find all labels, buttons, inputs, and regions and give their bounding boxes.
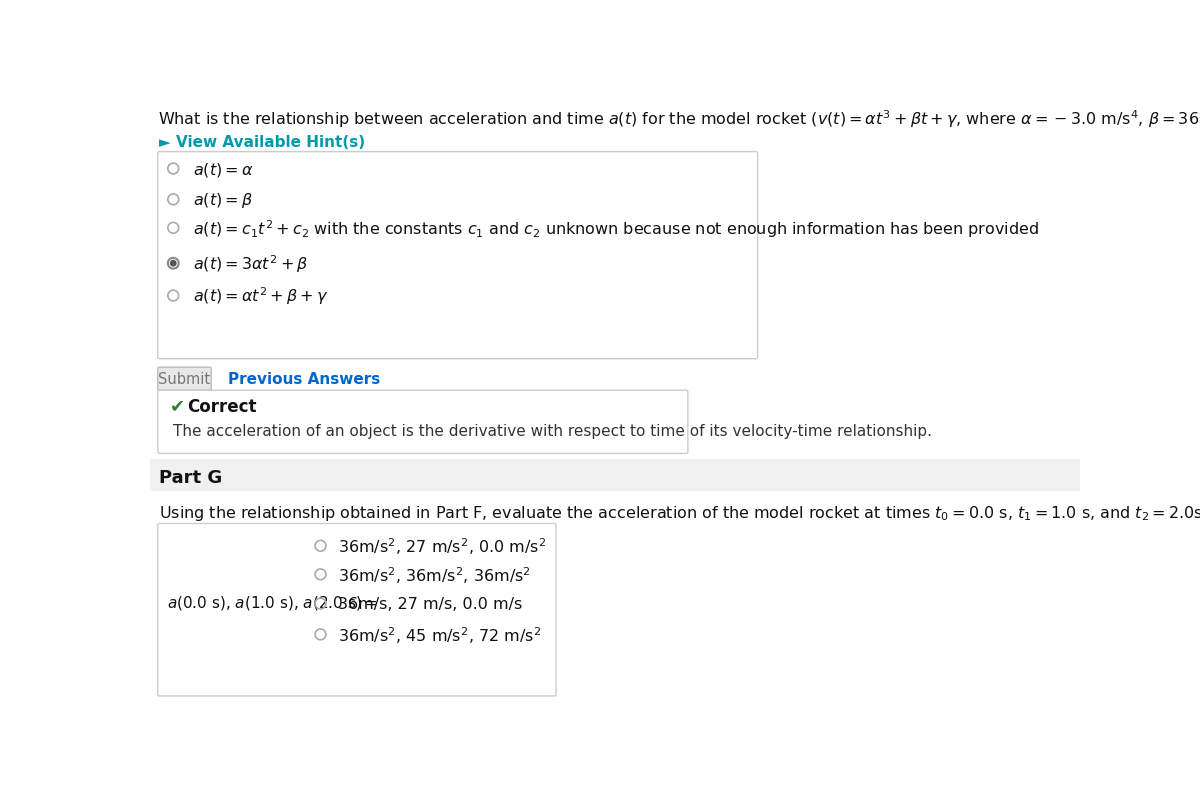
Text: 36m/s, 27 m/s, 0.0 m/s: 36m/s, 27 m/s, 0.0 m/s (338, 597, 522, 611)
Text: What is the relationship between acceleration and time $a(t)$ for the model rock: What is the relationship between acceler… (157, 107, 1200, 129)
Text: 36m/s$^2$, 45 m/s$^2$, 72 m/s$^2$: 36m/s$^2$, 45 m/s$^2$, 72 m/s$^2$ (338, 624, 541, 645)
Text: Part G: Part G (160, 468, 222, 486)
Text: $a(t) = 3\alpha t^2 + \beta$: $a(t) = 3\alpha t^2 + \beta$ (193, 253, 308, 275)
Text: $a(t) = c_1 t^2 + c_2$ with the constants $c_1$ and $c_2$ unknown because not en: $a(t) = c_1 t^2 + c_2$ with the constant… (193, 217, 1038, 239)
Text: 36m/s$^2$, 27 m/s$^2$, 0.0 m/s$^2$: 36m/s$^2$, 27 m/s$^2$, 0.0 m/s$^2$ (338, 536, 546, 557)
Text: 36m/s$^2$, 36m/s$^2$, 36m/s$^2$: 36m/s$^2$, 36m/s$^2$, 36m/s$^2$ (338, 565, 532, 585)
FancyBboxPatch shape (157, 367, 211, 391)
Text: $a(0.0$ s$)$, $a(1.0$ s$)$, $a(2.0$ s$) =$: $a(0.0$ s$)$, $a(1.0$ s$)$, $a(2.0$ s$) … (167, 593, 378, 611)
Text: $a(t) = \alpha t^2 + \beta + \gamma$: $a(t) = \alpha t^2 + \beta + \gamma$ (193, 286, 328, 307)
Circle shape (170, 261, 176, 266)
Circle shape (168, 258, 179, 269)
Text: The acceleration of an object is the derivative with respect to time of its velo: The acceleration of an object is the der… (173, 423, 932, 438)
Text: $a(t) = \beta$: $a(t) = \beta$ (193, 191, 252, 209)
FancyBboxPatch shape (157, 391, 688, 454)
Text: ✔: ✔ (170, 397, 185, 415)
Text: Correct: Correct (187, 397, 257, 415)
Text: Previous Answers: Previous Answers (228, 372, 379, 387)
FancyBboxPatch shape (157, 152, 757, 359)
Text: $a(t) = \alpha$: $a(t) = \alpha$ (193, 160, 253, 178)
Text: Using the relationship obtained in Part F, evaluate the acceleration of the mode: Using the relationship obtained in Part … (160, 504, 1200, 523)
Text: ► View Available Hint(s): ► View Available Hint(s) (160, 135, 366, 150)
Text: Submit: Submit (158, 372, 210, 387)
Bar (150, 460, 1080, 492)
FancyBboxPatch shape (157, 524, 556, 696)
